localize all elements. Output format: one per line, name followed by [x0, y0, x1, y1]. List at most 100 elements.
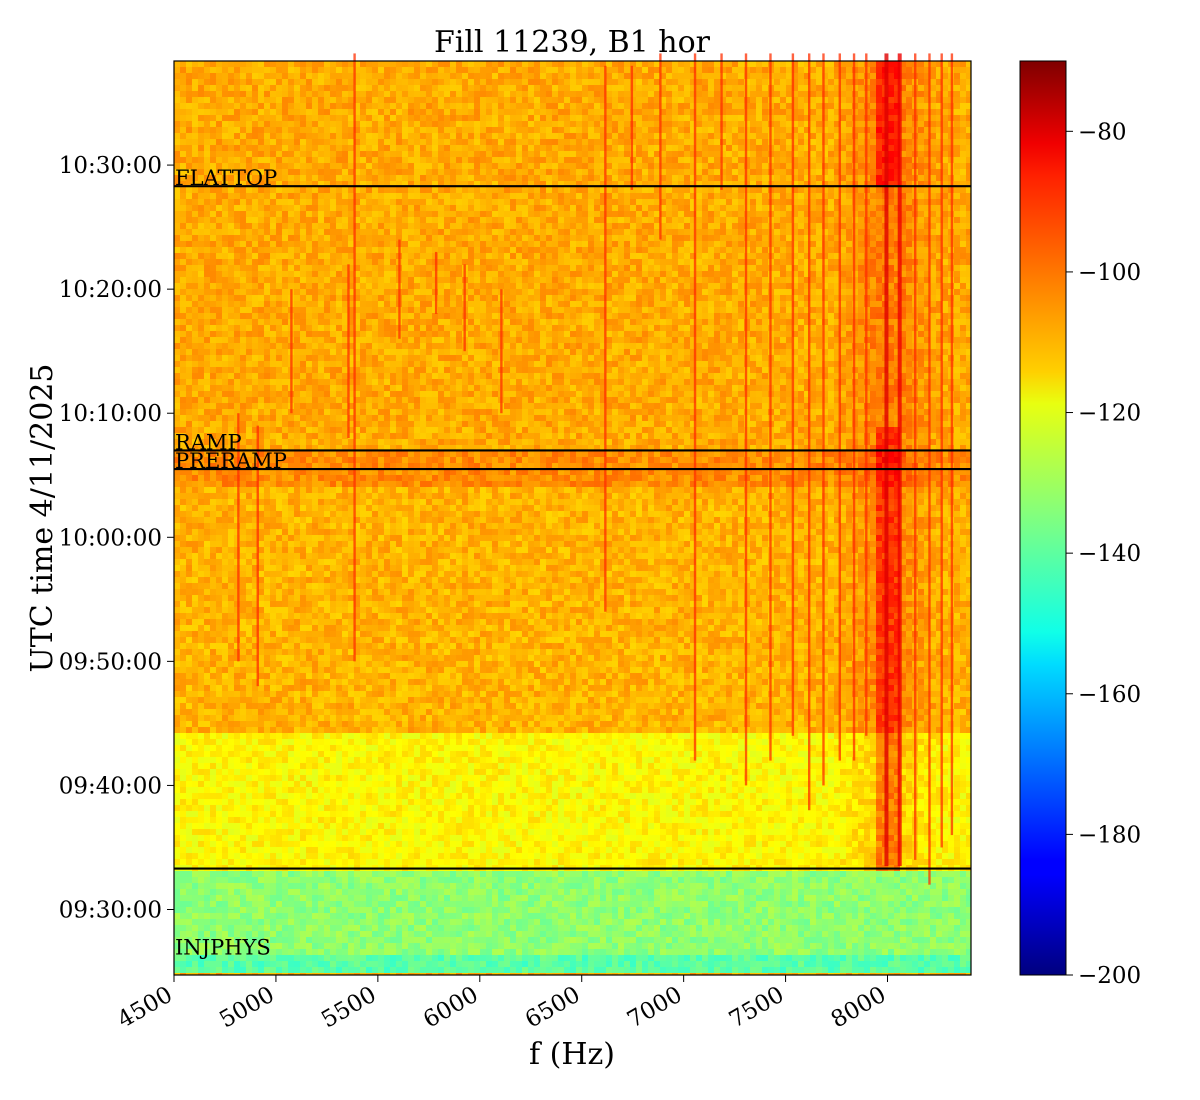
heatmap-cell: [732, 247, 738, 253]
heatmap-cell: [258, 133, 264, 139]
heatmap-cell: [426, 91, 432, 97]
heatmap-cell: [228, 277, 234, 283]
heatmap-cell: [348, 103, 354, 109]
heatmap-cell: [936, 181, 942, 187]
heatmap-cell: [252, 283, 258, 289]
heatmap-cell: [222, 97, 228, 103]
heatmap-cell: [438, 85, 444, 91]
heatmap-cell: [336, 223, 342, 229]
heatmap-cell: [312, 169, 318, 175]
heatmap-cell: [462, 181, 468, 187]
heatmap-cell: [576, 235, 582, 241]
heatmap-cell: [276, 121, 282, 127]
heatmap-cell: [828, 139, 834, 145]
heatmap-cell: [258, 187, 264, 193]
heatmap-cell: [486, 211, 492, 217]
heatmap-cell: [798, 247, 804, 253]
heatmap-cell: [306, 163, 312, 169]
heatmap-cell: [618, 229, 624, 235]
heatmap-cell: [300, 199, 306, 205]
heatmap-cell: [504, 187, 510, 193]
heatmap-cell: [582, 283, 588, 289]
heatmap-cell: [252, 97, 258, 103]
heatmap-cell: [540, 253, 546, 259]
heatmap-cell: [858, 175, 864, 181]
heatmap-cell: [618, 253, 624, 259]
heatmap-cell: [966, 211, 971, 217]
heatmap-cell: [522, 109, 528, 115]
heatmap-cell: [432, 175, 438, 181]
heatmap-cell: [918, 217, 924, 223]
heatmap-cell: [900, 133, 906, 139]
heatmap-cell: [828, 79, 834, 85]
heatmap-cell: [366, 91, 372, 97]
heatmap-cell: [942, 67, 948, 73]
heatmap-cell: [420, 163, 426, 169]
heatmap-cell: [582, 265, 588, 271]
heatmap-cell: [696, 211, 702, 217]
heatmap-cell: [252, 151, 258, 157]
heatmap-cell: [876, 253, 882, 259]
heatmap-cell: [510, 181, 516, 187]
heatmap-cell: [420, 265, 426, 271]
heatmap-cell: [360, 121, 366, 127]
heatmap-cell: [924, 61, 930, 67]
heatmap-cell: [546, 169, 552, 175]
heatmap-cell: [528, 175, 534, 181]
heatmap-cell: [258, 235, 264, 241]
heatmap-cell: [378, 247, 384, 253]
heatmap-cell: [444, 133, 450, 139]
heatmap-cell: [288, 235, 294, 241]
heatmap-cell: [486, 247, 492, 253]
heatmap-cell: [474, 247, 480, 253]
heatmap-cell: [936, 271, 942, 277]
heatmap-cell: [402, 97, 408, 103]
heatmap-cell: [624, 115, 630, 121]
heatmap-cell: [240, 61, 246, 67]
heatmap-cell: [354, 271, 360, 277]
heatmap-cell: [390, 133, 396, 139]
heatmap-cell: [498, 109, 504, 115]
heatmap-cell: [300, 163, 306, 169]
heatmap-cell: [456, 205, 462, 211]
heatmap-cell: [480, 175, 486, 181]
heatmap-cell: [192, 187, 198, 193]
heatmap-cell: [858, 91, 864, 97]
heatmap-cell: [342, 133, 348, 139]
heatmap-cell: [654, 133, 660, 139]
heatmap-cell: [876, 217, 882, 223]
heatmap-cell: [750, 139, 756, 145]
heatmap-cell: [456, 157, 462, 163]
heatmap-cell: [330, 103, 336, 109]
heatmap-cell: [234, 283, 240, 289]
heatmap-cell: [618, 85, 624, 91]
heatmap-cell: [750, 103, 756, 109]
heatmap-cell: [546, 115, 552, 121]
heatmap-cell: [918, 79, 924, 85]
heatmap-cell: [342, 175, 348, 181]
heatmap-cell: [318, 283, 324, 289]
heatmap-cell: [246, 211, 252, 217]
heatmap-cell: [774, 259, 780, 265]
heatmap-cell: [474, 61, 480, 67]
heatmap-cell: [444, 175, 450, 181]
heatmap-cell: [258, 169, 264, 175]
heatmap-cell: [666, 127, 672, 133]
heatmap-cell: [678, 163, 684, 169]
heatmap-cell: [402, 61, 408, 67]
heatmap-cell: [264, 109, 270, 115]
heatmap-cell: [654, 277, 660, 283]
heatmap-cell: [426, 259, 432, 265]
heatmap-cell: [348, 85, 354, 91]
heatmap-cell: [636, 199, 642, 205]
heatmap-cell: [756, 151, 762, 157]
heatmap-cell: [840, 265, 846, 271]
heatmap-cell: [348, 127, 354, 133]
heatmap-cell: [438, 73, 444, 79]
heatmap-cell: [828, 259, 834, 265]
heatmap-cell: [888, 187, 894, 193]
heatmap-cell: [450, 211, 456, 217]
heatmap-cell: [756, 157, 762, 163]
heatmap-cell: [372, 97, 378, 103]
heatmap-cell: [822, 169, 828, 175]
